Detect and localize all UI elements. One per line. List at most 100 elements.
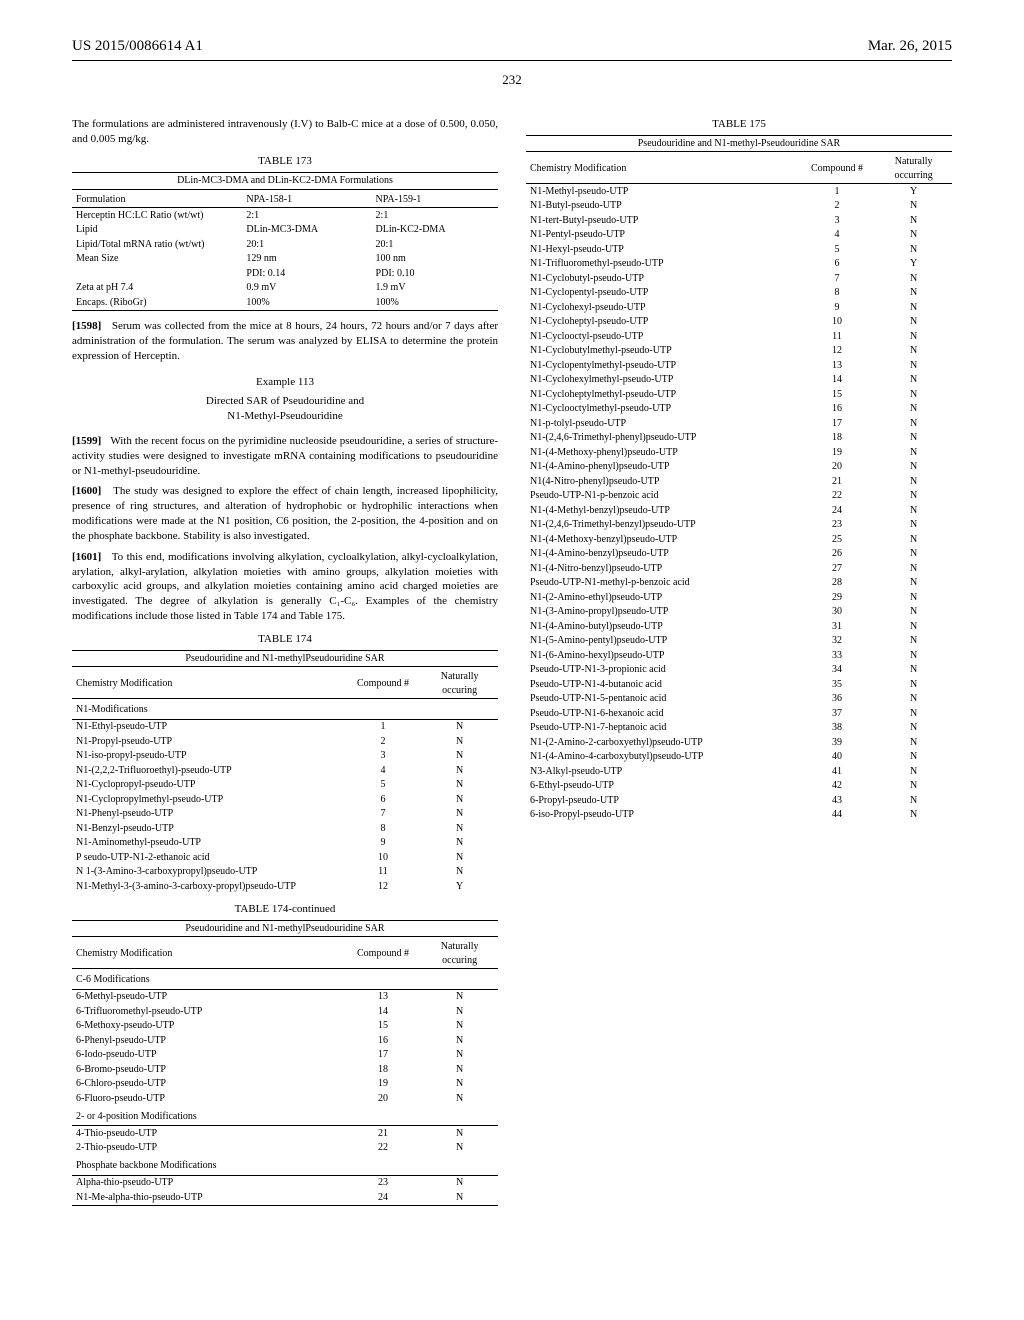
para-1601: [1601] To this end, modifications involv… bbox=[72, 550, 498, 624]
table-cell: 20:1 bbox=[242, 237, 371, 252]
table-cell: 1.9 mV bbox=[372, 281, 498, 296]
table-cell: N1-Butyl-pseudo-UTP bbox=[526, 199, 799, 214]
table-cell: 6-Phenyl-pseudo-UTP bbox=[72, 1033, 345, 1048]
table-cell: N bbox=[875, 561, 952, 576]
table-cell: N bbox=[875, 605, 952, 620]
table-row: Alpha-thio-pseudo-UTP23N bbox=[72, 1175, 498, 1190]
para-text: Serum was collected from the mice at 8 h… bbox=[72, 320, 498, 362]
table-cell: 29 bbox=[799, 590, 876, 605]
table-row: Mean Size129 nm100 nm bbox=[72, 252, 498, 267]
t174-h2: Naturally occuring bbox=[421, 669, 498, 699]
table-cell: 26 bbox=[799, 547, 876, 562]
table-cell: N bbox=[875, 576, 952, 591]
table-cell: N1-(4-Amino-phenyl)pseudo-UTP bbox=[526, 460, 799, 475]
table-cell: N bbox=[875, 764, 952, 779]
table-row: N1-(2,2,2-Trifluoroethyl)-pseudo-UTP4N bbox=[72, 763, 498, 778]
table-row: N1-Cyclohexylmethyl-pseudo-UTP14N bbox=[526, 373, 952, 388]
table-row: N1-tert-Butyl-pseudo-UTP3N bbox=[526, 213, 952, 228]
table-cell: N1-Cyclobutylmethyl-pseudo-UTP bbox=[526, 344, 799, 359]
table-cell: N1-(2-Amino-2-carboxyethyl)pseudo-UTP bbox=[526, 735, 799, 750]
table-cell: N bbox=[875, 242, 952, 257]
t174-h0: Chemistry Modification bbox=[72, 939, 345, 969]
table-cell: N bbox=[875, 590, 952, 605]
table-row: 2-Thio-pseudo-UTP22N bbox=[72, 1141, 498, 1156]
table-cell: N1-(4-Methoxy-phenyl)pseudo-UTP bbox=[526, 445, 799, 460]
table-cell: 16 bbox=[799, 402, 876, 417]
table-row: N1-Propyl-pseudo-UTP2N bbox=[72, 734, 498, 749]
table-cell: N1-Phenyl-pseudo-UTP bbox=[72, 807, 345, 822]
table-cell: N bbox=[875, 706, 952, 721]
table-cell: N1-Benzyl-pseudo-UTP bbox=[72, 821, 345, 836]
table-cell: N1-Cyclooctylmethyl-pseudo-UTP bbox=[526, 402, 799, 417]
table-row: N1-Me-alpha-thio-pseudo-UTP24N bbox=[72, 1190, 498, 1205]
table-cell: N bbox=[875, 416, 952, 431]
table-row: N1-Cycloheptyl-pseudo-UTP10N bbox=[526, 315, 952, 330]
table-cell: N bbox=[421, 763, 498, 778]
table-cell: N1-Propyl-pseudo-UTP bbox=[72, 734, 345, 749]
table-cell: N1-Cyclopentyl-pseudo-UTP bbox=[526, 286, 799, 301]
table-row: Encaps. (RiboGr)100%100% bbox=[72, 295, 498, 310]
two-column-body: The formulations are administered intrav… bbox=[72, 117, 952, 1227]
table-cell: 24 bbox=[799, 503, 876, 518]
table-cell: 5 bbox=[799, 242, 876, 257]
table-cell: N bbox=[875, 213, 952, 228]
table-cell: 100% bbox=[372, 295, 498, 310]
table-cell: 6-Chloro-pseudo-UTP bbox=[72, 1077, 345, 1092]
table-cell: 9 bbox=[799, 300, 876, 315]
table-row: N1-Cycloheptylmethyl-pseudo-UTP15N bbox=[526, 387, 952, 402]
table-cell: N bbox=[875, 663, 952, 678]
table-cell: Lipid bbox=[72, 223, 242, 238]
table-row: N1-(4-Amino-benzyl)pseudo-UTP26N bbox=[526, 547, 952, 562]
table-cell: P seudo-UTP-N1-2-ethanoic acid bbox=[72, 850, 345, 865]
t175-h0: Chemistry Modification bbox=[526, 154, 799, 184]
table-cell: 41 bbox=[799, 764, 876, 779]
table-cell: 100% bbox=[242, 295, 371, 310]
table-cell: N1-Cycloheptylmethyl-pseudo-UTP bbox=[526, 387, 799, 402]
table-row: N1-(6-Amino-hexyl)pseudo-UTP33N bbox=[526, 648, 952, 663]
table-174-part1: Chemistry Modification Compound # Natura… bbox=[72, 669, 498, 894]
table-cell: 20:1 bbox=[372, 237, 498, 252]
para-num: [1598] bbox=[72, 320, 101, 332]
table-cell: 9 bbox=[345, 836, 422, 851]
table-cell: N bbox=[421, 1091, 498, 1106]
table-175-caption: TABLE 175 bbox=[526, 117, 952, 132]
table-cell: 14 bbox=[345, 1004, 422, 1019]
table-cell: N bbox=[875, 677, 952, 692]
table-row: 6-Ethyl-pseudo-UTP42N bbox=[526, 779, 952, 794]
table-cell: 15 bbox=[345, 1019, 422, 1034]
table-row: N1-(4-Methoxy-phenyl)pseudo-UTP19N bbox=[526, 445, 952, 460]
table-row: N1-Hexyl-pseudo-UTP5N bbox=[526, 242, 952, 257]
table-cell: 8 bbox=[799, 286, 876, 301]
table-cell: N bbox=[875, 445, 952, 460]
table-cell: N1-Cyclohexylmethyl-pseudo-UTP bbox=[526, 373, 799, 388]
table-cell: 100 nm bbox=[372, 252, 498, 267]
table-cell: 21 bbox=[345, 1126, 422, 1141]
table-cell: PDI: 0.10 bbox=[372, 266, 498, 281]
table-cell: N bbox=[875, 489, 952, 504]
table-cell: N bbox=[875, 648, 952, 663]
table-cell: 37 bbox=[799, 706, 876, 721]
table-cell: 129 nm bbox=[242, 252, 371, 267]
table-cell: N bbox=[875, 344, 952, 359]
table-cell: 0.9 mV bbox=[242, 281, 371, 296]
table-cell: 42 bbox=[799, 779, 876, 794]
table-cell: 43 bbox=[799, 793, 876, 808]
table-173-subcaption: DLin-MC3-DMA and DLin-KC2-DMA Formulatio… bbox=[72, 172, 498, 190]
table-cell: 25 bbox=[799, 532, 876, 547]
table-cell: 38 bbox=[799, 721, 876, 736]
table-cell: N1-Cycloheptyl-pseudo-UTP bbox=[526, 315, 799, 330]
table-cell: N1-Cyclobutyl-pseudo-UTP bbox=[526, 271, 799, 286]
t175-h1: Compound # bbox=[799, 154, 876, 184]
table-174-caption-cont: TABLE 174-continued bbox=[72, 902, 498, 917]
table-cell: 5 bbox=[345, 778, 422, 793]
table-cell: N bbox=[875, 547, 952, 562]
table-cell: Pseudo-UTP-N1-5-pentanoic acid bbox=[526, 692, 799, 707]
table-row: N1-Cyclooctylmethyl-pseudo-UTP16N bbox=[526, 402, 952, 417]
table-cell: 1 bbox=[799, 184, 876, 199]
table-cell: N bbox=[875, 300, 952, 315]
table-row: 6-Methoxy-pseudo-UTP15N bbox=[72, 1019, 498, 1034]
table-174-subcaption-cont: Pseudouridine and N1-methylPseudouridine… bbox=[72, 920, 498, 938]
table-row: N1-Cyclobutyl-pseudo-UTP7N bbox=[526, 271, 952, 286]
table-row: N1-(3-Amino-propyl)pseudo-UTP30N bbox=[526, 605, 952, 620]
table-cell: Pseudo-UTP-N1-3-propionic acid bbox=[526, 663, 799, 678]
